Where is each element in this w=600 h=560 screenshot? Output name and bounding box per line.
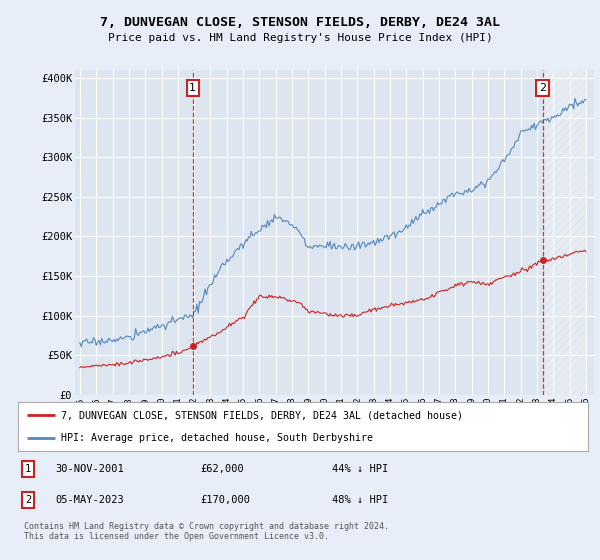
Text: 2: 2 — [25, 495, 31, 505]
Text: 48% ↓ HPI: 48% ↓ HPI — [331, 495, 388, 505]
Text: 2: 2 — [539, 83, 546, 93]
Text: 7, DUNVEGAN CLOSE, STENSON FIELDS, DERBY, DE24 3AL: 7, DUNVEGAN CLOSE, STENSON FIELDS, DERBY… — [100, 16, 500, 29]
Text: 44% ↓ HPI: 44% ↓ HPI — [331, 464, 388, 474]
Text: Contains HM Land Registry data © Crown copyright and database right 2024.
This d: Contains HM Land Registry data © Crown c… — [24, 522, 389, 542]
Text: 1: 1 — [25, 464, 31, 474]
Text: £62,000: £62,000 — [200, 464, 244, 474]
Text: 30-NOV-2001: 30-NOV-2001 — [55, 464, 124, 474]
Text: HPI: Average price, detached house, South Derbyshire: HPI: Average price, detached house, Sout… — [61, 433, 373, 444]
Text: 05-MAY-2023: 05-MAY-2023 — [55, 495, 124, 505]
Text: 7, DUNVEGAN CLOSE, STENSON FIELDS, DERBY, DE24 3AL (detached house): 7, DUNVEGAN CLOSE, STENSON FIELDS, DERBY… — [61, 410, 463, 421]
Text: Price paid vs. HM Land Registry's House Price Index (HPI): Price paid vs. HM Land Registry's House … — [107, 33, 493, 43]
Text: £170,000: £170,000 — [200, 495, 250, 505]
Text: 1: 1 — [189, 83, 196, 93]
